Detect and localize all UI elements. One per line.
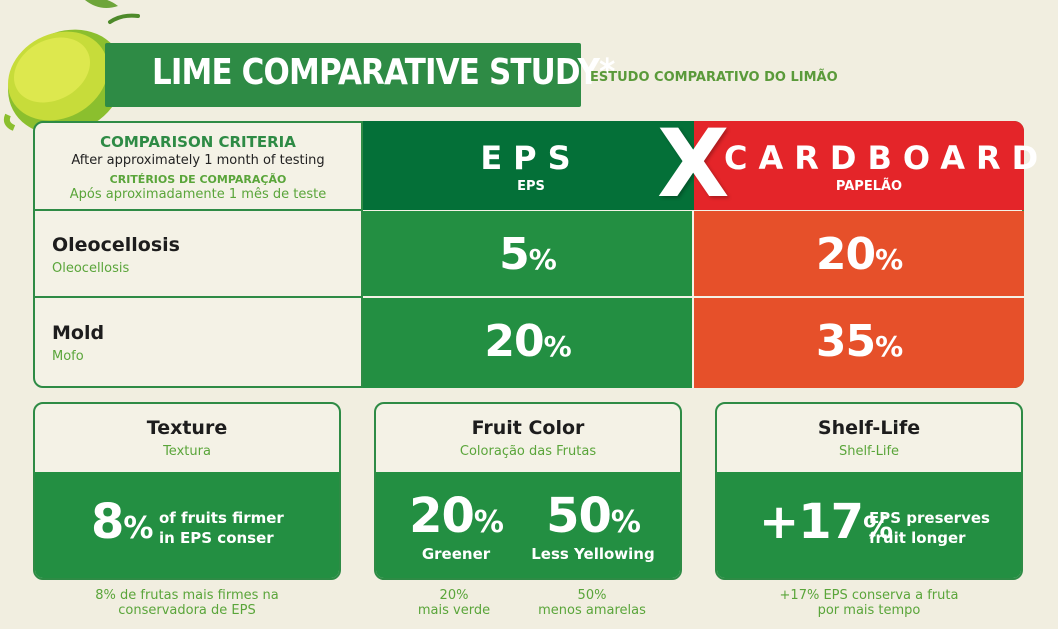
criteria-header: COMPARISON CRITERIA After approximately … <box>35 123 361 210</box>
cardboard-subtitle: PAPELÃO <box>835 179 903 194</box>
texture-body: 8% of fruits firmer in EPS conser <box>35 472 339 578</box>
row-sublabel-mold: Mofo <box>52 349 84 364</box>
less-yellowing-value: 50 <box>546 488 612 544</box>
title-banner <box>105 43 581 107</box>
column-divider <box>361 123 363 387</box>
eps-mold-value: 20 <box>484 316 544 367</box>
percent-unit: % <box>543 330 572 363</box>
row-sublabel-oleocellosis: Oleocellosis <box>52 261 130 276</box>
shelf-life-value: +17 <box>759 494 864 550</box>
row-divider <box>35 296 363 298</box>
column-gap <box>692 211 694 388</box>
texture-title: Texture <box>146 417 228 439</box>
texture-subtitle: Textura <box>163 444 211 459</box>
shelf-life-footnote-line1: +17% EPS conserva a fruta <box>779 588 959 603</box>
less-yellowing-footnote-line1: 50% <box>577 588 607 603</box>
eps-oleocellosis-cell: 5% <box>363 211 692 296</box>
eps-oleocellosis-value: 5 <box>499 229 530 280</box>
eps-title: EPS <box>480 139 582 177</box>
cardboard-oleocellosis-value: 20 <box>815 229 876 280</box>
texture-card: Texture Textura 8% of fruits firmer in E… <box>33 402 341 580</box>
fruit-color-card: Fruit Color Coloração das Frutas 20% Gre… <box>374 402 682 580</box>
percent-unit: % <box>610 505 641 540</box>
shelf-life-body: +17% EPS preserves fruit longer <box>717 472 1021 578</box>
greener-value: 20 <box>409 488 475 544</box>
fruit-color-title: Fruit Color <box>471 417 585 439</box>
cardboard-mold-value: 35 <box>815 316 876 367</box>
cardboard-column-header: CARDBOARD PAPELÃO <box>694 121 1050 210</box>
eps-column-header: EPS EPS <box>363 121 699 210</box>
fruit-color-body: 20% Greener 50% Less Yellowing <box>376 472 680 578</box>
less-yellowing-footnote-line2: menos amarelas <box>538 603 646 618</box>
fruit-color-subtitle: Coloração das Frutas <box>459 444 597 459</box>
shelf-life-desc-line1: EPS preserves <box>869 509 990 527</box>
percent-unit: % <box>875 330 903 363</box>
row-divider <box>35 209 363 211</box>
less-yellowing-label: Less Yellowing <box>531 545 655 563</box>
row-label-oleocellosis: Oleocellosis <box>52 234 180 256</box>
shelf-life-desc-line2: fruit longer <box>869 529 966 547</box>
cardboard-mold-cell: 35% <box>694 298 1024 388</box>
page-subtitle: ESTUDO COMPARATIVO DO LIMÃO <box>590 70 838 85</box>
percent-unit: % <box>473 505 504 540</box>
greener-footnote-line2: mais verde <box>417 603 491 618</box>
texture-desc-line1: of fruits firmer <box>159 509 284 527</box>
percent-unit: % <box>528 243 557 276</box>
eps-mold-cell: 20% <box>363 298 692 388</box>
greener-footnote: 20% mais verde <box>404 588 504 618</box>
texture-desc-line2: in EPS conser <box>159 529 274 547</box>
versus-mark: X <box>657 110 730 219</box>
percent-unit: % <box>875 243 903 276</box>
shelf-life-subtitle: Shelf-Life <box>838 444 900 459</box>
criteria-note-en: After approximately 1 month of testing <box>71 153 325 168</box>
page-title: LIME COMPARATIVE STUDY* <box>152 52 615 93</box>
row-label-mold: Mold <box>52 322 105 344</box>
row-gap <box>363 296 1024 298</box>
lime-logo-icon <box>3 0 140 135</box>
criteria-heading-en: COMPARISON CRITERIA <box>100 133 296 151</box>
texture-footnote-line1: 8% de frutas mais firmes na <box>95 588 279 603</box>
texture-footnote-line2: conservadora de EPS <box>118 603 256 618</box>
shelf-life-title: Shelf-Life <box>817 417 921 439</box>
percent-unit: % <box>123 511 153 546</box>
greener-label: Greener <box>421 545 491 563</box>
less-yellowing-footnote: 50% menos amarelas <box>522 588 662 618</box>
shelf-life-footnote: +17% EPS conserva a fruta por mais tempo <box>715 588 1023 618</box>
cardboard-oleocellosis-cell: 20% <box>694 211 1024 296</box>
criteria-heading-pt: CRITÉRIOS DE COMPARAÇÃO <box>109 173 287 186</box>
greener-footnote-line1: 20% <box>439 588 469 603</box>
eps-subtitle: EPS <box>517 179 545 194</box>
texture-value: 8 <box>91 494 124 550</box>
shelf-life-footnote-line2: por mais tempo <box>817 603 921 618</box>
criteria-note-pt: Após aproximadamente 1 mês de teste <box>69 187 327 202</box>
shelf-life-card: Shelf-Life Shelf-Life +17% EPS preserves… <box>715 402 1023 580</box>
percent-unit: % <box>863 511 893 546</box>
cardboard-title: CARDBOARD <box>724 139 1050 177</box>
texture-footnote: 8% de frutas mais firmes na conservadora… <box>33 588 341 618</box>
